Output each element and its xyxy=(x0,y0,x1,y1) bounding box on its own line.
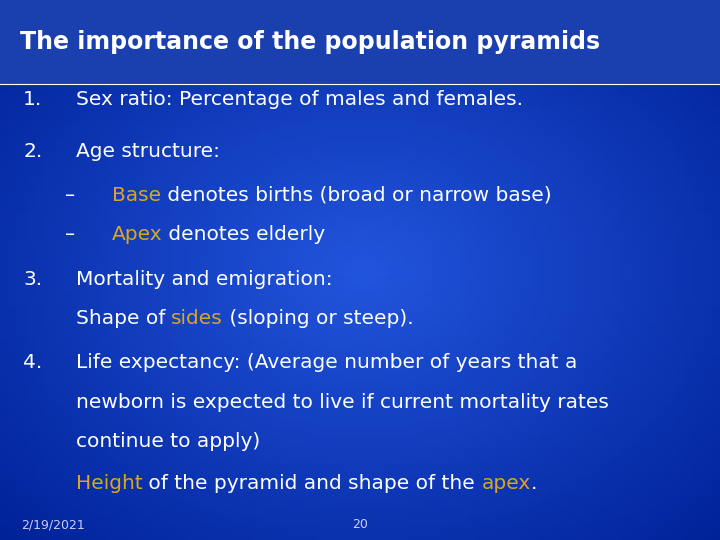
Text: –: – xyxy=(65,186,75,205)
Text: Mortality and emigration:: Mortality and emigration: xyxy=(76,269,332,289)
Text: 2.: 2. xyxy=(23,141,42,161)
Text: Life expectancy: (Average number of years that a: Life expectancy: (Average number of year… xyxy=(76,353,577,373)
Text: Sex ratio: Percentage of males and females.: Sex ratio: Percentage of males and femal… xyxy=(76,90,523,110)
Text: –: – xyxy=(65,225,75,245)
Text: 1.: 1. xyxy=(23,90,42,110)
Text: of the pyramid and shape of the: of the pyramid and shape of the xyxy=(143,474,482,493)
Text: sides: sides xyxy=(171,309,223,328)
Text: newborn is expected to live if current mortality rates: newborn is expected to live if current m… xyxy=(76,393,608,412)
Text: Shape of: Shape of xyxy=(76,309,171,328)
Text: Apex: Apex xyxy=(112,225,162,245)
Text: apex: apex xyxy=(482,474,531,493)
Text: denotes elderly: denotes elderly xyxy=(162,225,325,245)
Text: 3.: 3. xyxy=(23,269,42,289)
Text: denotes births (broad or narrow base): denotes births (broad or narrow base) xyxy=(161,186,552,205)
Text: Height: Height xyxy=(76,474,143,493)
Text: Age structure:: Age structure: xyxy=(76,141,220,161)
Text: 20: 20 xyxy=(352,518,368,531)
FancyBboxPatch shape xyxy=(0,0,720,84)
Text: (sloping or steep).: (sloping or steep). xyxy=(223,309,414,328)
Text: Base: Base xyxy=(112,186,161,205)
Text: The importance of the population pyramids: The importance of the population pyramid… xyxy=(20,30,600,54)
Text: 2/19/2021: 2/19/2021 xyxy=(22,518,86,531)
Text: .: . xyxy=(531,474,537,493)
Text: 4.: 4. xyxy=(23,353,42,373)
Text: continue to apply): continue to apply) xyxy=(76,432,260,451)
